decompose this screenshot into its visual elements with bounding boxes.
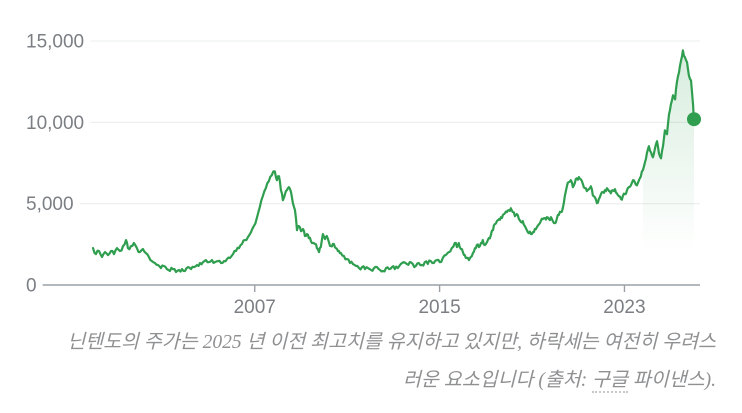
price-line-series <box>91 49 696 274</box>
caption-line-2-post: 파이낸스). <box>627 370 716 391</box>
caption-line-2-pre: 러운 요소입니다 (출처: <box>403 370 593 391</box>
y-axis-label: 0 <box>26 276 37 297</box>
area-fill <box>642 50 694 286</box>
google-link[interactable]: 구글 <box>592 370 628 393</box>
x-axis-label: 2015 <box>418 297 460 318</box>
x-axis-label: 2023 <box>603 297 645 318</box>
y-axis-label: 10,000 <box>26 113 84 134</box>
x-axis-label: 2007 <box>234 297 276 318</box>
gridlines <box>42 40 700 286</box>
y-axis-label: 15,000 <box>26 31 84 52</box>
price-chart: 15,000 10,000 5,000 0 2007 2015 2023 <box>26 31 701 318</box>
figure-caption: 닌텐도의 주가는 2025 년 이전 최고치를 유지하고 있지만, 하락세는 여… <box>0 324 742 400</box>
x-axis: 2007 2015 2023 <box>234 285 646 318</box>
y-axis-labels: 15,000 10,000 5,000 0 <box>26 31 84 296</box>
y-axis-label: 5,000 <box>26 194 74 215</box>
caption-line-1: 닌텐도의 주가는 2025 년 이전 최고치를 유지하고 있지만, 하락세는 여… <box>67 332 716 353</box>
latest-price-marker <box>687 112 701 127</box>
